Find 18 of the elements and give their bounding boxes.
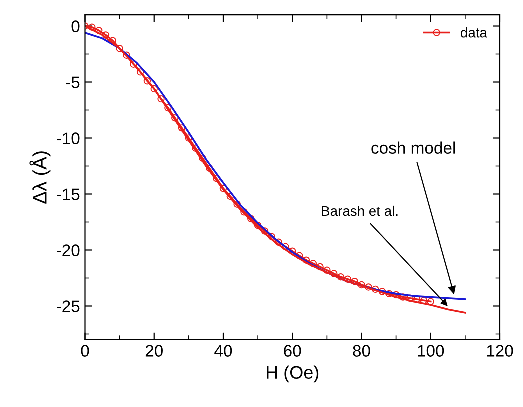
x-tick-label: 100 xyxy=(418,345,444,357)
x-tick-label: 120 xyxy=(487,345,514,357)
annotation: cosh model xyxy=(372,142,456,154)
y-tick-label: -10 xyxy=(57,132,80,144)
y-tick-label: -25 xyxy=(57,300,80,312)
y-tick-label: -15 xyxy=(57,188,80,200)
x-tick-label: 0 xyxy=(81,345,90,357)
annotation: Barash et al. xyxy=(322,206,398,216)
y-axis-title: Δλ (Å) xyxy=(30,152,51,204)
x-axis-title: H (Oe) xyxy=(267,366,319,383)
x-tick-label: 60 xyxy=(284,345,302,357)
y-tick-label: -20 xyxy=(57,244,80,256)
x-tick-label: 80 xyxy=(353,345,370,357)
x-tick-label: 40 xyxy=(214,345,232,357)
y-tick-label: 0 xyxy=(72,20,80,32)
y-tick-label: -5 xyxy=(66,76,80,88)
x-tick-label: 20 xyxy=(146,345,163,357)
legend-label: data xyxy=(461,28,488,38)
